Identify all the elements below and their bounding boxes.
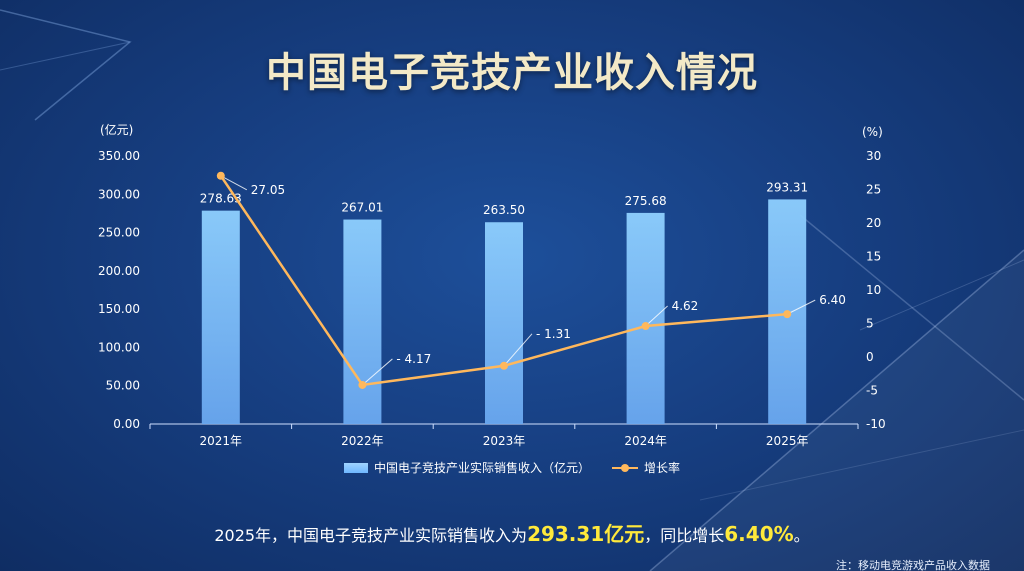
x-tick-label: 2021年 [200, 434, 243, 448]
y-left-tick-label: 150.00 [98, 302, 140, 316]
y-left-tick-label: 50.00 [106, 379, 140, 393]
revenue-bar [201, 210, 240, 424]
growth-label: - 4.17 [396, 352, 431, 366]
growth-leader-line [645, 305, 668, 327]
y-right-tick-label: 15 [866, 250, 881, 264]
x-tick-label: 2025年 [766, 434, 809, 448]
revenue-bar-label: 278.63 [200, 192, 242, 206]
line-swatch-icon [612, 462, 638, 474]
legend-item-growth[interactable]: 增长率 [612, 459, 680, 476]
source-note: 注：移动电竞游戏产品收入数据 [836, 559, 990, 571]
page-title: 中国电子竞技产业收入情况 [266, 50, 758, 96]
growth-label: - 1.31 [536, 327, 571, 341]
y-left-tick-label: 200.00 [98, 264, 140, 278]
legend-label-growth: 增长率 [644, 461, 681, 475]
y-right-tick-label: 5 [866, 317, 874, 331]
x-tick-label: 2023年 [483, 434, 526, 448]
growth-point [641, 322, 650, 331]
y-right-tick-label: 30 [866, 149, 881, 163]
growth-point [783, 310, 792, 319]
growth-label: 4.62 [672, 299, 699, 313]
y-left-tick-label: 100.00 [98, 340, 140, 354]
growth-label: 6.40 [819, 293, 846, 307]
revenue-bar-label: 293.31 [766, 180, 808, 194]
revenue-bar-label: 267.01 [341, 201, 383, 215]
x-tick-label: 2022年 [341, 434, 384, 448]
revenue-bar-label: 275.68 [625, 194, 667, 208]
growth-leader-line [503, 333, 533, 367]
legend-label-revenue: 中国电子竞技产业实际销售收入（亿元） [373, 461, 590, 475]
growth-leader-line [786, 299, 816, 315]
y-left-tick-label: 300.00 [98, 187, 140, 201]
y-right-tick-label: -10 [866, 417, 886, 431]
revenue-bar-label: 263.50 [483, 203, 525, 217]
summary-mid: ，同比增长 [644, 526, 725, 545]
y-left-tick-label: 350.00 [98, 149, 140, 163]
bar-swatch-icon [343, 462, 368, 473]
x-tick-label: 2024年 [624, 434, 667, 448]
growth-leader-line [220, 175, 248, 191]
growth-point [500, 361, 508, 370]
y-right-tick-label: 20 [866, 216, 881, 230]
y-right-unit-label: (%) [862, 125, 883, 139]
summary-growth: 6.40% [724, 522, 794, 546]
legend-item-revenue[interactable]: 中国电子竞技产业实际销售收入（亿元） [343, 459, 590, 476]
summary-post: 。 [793, 526, 810, 545]
revenue-bar [626, 212, 665, 424]
y-left-tick-label: 0.00 [113, 417, 140, 431]
revenue-bar [485, 222, 523, 424]
revenue-bar [343, 219, 382, 424]
y-right-tick-label: -5 [866, 384, 878, 398]
summary-pre: 2025年，中国电子竞技产业实际销售收入为 [214, 526, 528, 545]
y-left-tick-label: 250.00 [98, 226, 140, 240]
chart-legend: 中国电子竞技产业实际销售收入（亿元） 增长率 [0, 459, 1024, 476]
y-right-tick-label: 0 [866, 350, 874, 364]
y-right-tick-label: 10 [866, 283, 881, 297]
summary-text: 2025年，中国电子竞技产业实际销售收入为293.31亿元，同比增长6.40%。 [0, 518, 1024, 547]
growth-label: 27.05 [251, 183, 285, 197]
growth-point [216, 171, 225, 180]
y-right-tick-label: 25 [866, 183, 881, 197]
y-left-unit-label: (亿元) [100, 122, 133, 137]
growth-point [358, 380, 367, 389]
summary-value: 293.31亿元 [527, 522, 645, 546]
growth-leader-line [362, 358, 393, 386]
